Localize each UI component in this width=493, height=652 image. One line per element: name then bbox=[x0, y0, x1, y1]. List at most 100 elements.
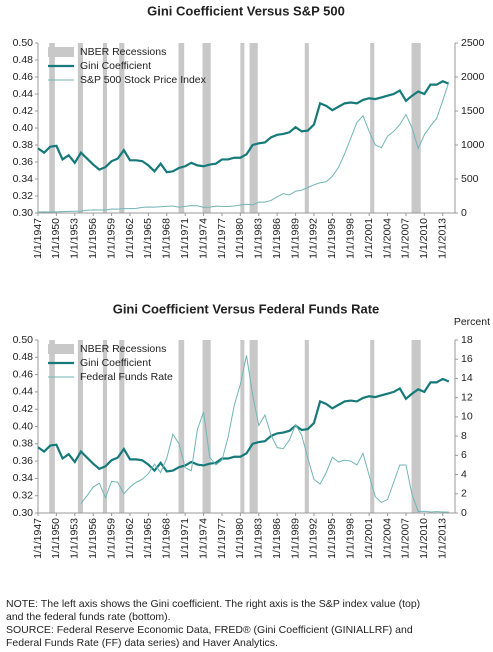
x-tick-label: 1/1/1974 bbox=[197, 518, 209, 559]
note-line: SOURCE: Federal Reserve Economic Data, F… bbox=[6, 624, 413, 636]
y2-tick-label: 500 bbox=[461, 173, 479, 185]
y2-tick-label: 14 bbox=[461, 372, 473, 384]
x-tick-label: 1/1/1965 bbox=[142, 518, 154, 559]
chart-title: Gini Coefficient Versus S&P 500 bbox=[147, 3, 345, 18]
x-tick-label: 1/1/2004 bbox=[381, 518, 393, 559]
x-tick-label: 1/1/2013 bbox=[437, 518, 449, 559]
y2-tick-label: 1000 bbox=[461, 139, 485, 151]
y2-tick-label: 4 bbox=[461, 468, 467, 480]
x-tick-label: 1/1/1965 bbox=[142, 218, 154, 259]
x-tick-label: 1/1/2013 bbox=[437, 218, 449, 259]
x-tick-label: 1/1/1992 bbox=[308, 218, 320, 259]
x-tick-label: 1/1/1953 bbox=[69, 518, 81, 559]
x-tick-label: 1/1/1992 bbox=[308, 518, 320, 559]
x-tick-label: 1/1/1956 bbox=[87, 518, 99, 559]
series-line bbox=[37, 81, 450, 213]
x-tick-label: 1/1/1995 bbox=[326, 218, 338, 259]
recession-band bbox=[202, 43, 211, 213]
y-tick-label: 0.32 bbox=[13, 190, 34, 202]
legend-label: Federal Funds Rate bbox=[80, 371, 173, 383]
x-tick-label: 1/1/1998 bbox=[345, 218, 357, 259]
x-tick-label: 1/1/1962 bbox=[124, 218, 136, 259]
recession-band bbox=[304, 340, 309, 513]
y2-tick-label: 10 bbox=[461, 411, 473, 423]
legend-swatch bbox=[48, 47, 74, 57]
y-tick-label: 0.30 bbox=[13, 507, 34, 519]
x-tick-label: 1/1/2010 bbox=[418, 518, 430, 559]
note-line: NOTE: The left axis shows the Gini coeff… bbox=[6, 598, 420, 610]
x-tick-label: 1/1/1983 bbox=[253, 518, 265, 559]
recession-band bbox=[119, 43, 125, 213]
recession-band bbox=[102, 340, 107, 513]
x-tick-label: 1/1/1995 bbox=[326, 518, 338, 559]
y-tick-label: 0.40 bbox=[13, 420, 34, 432]
x-tick-label: 1/1/2010 bbox=[418, 218, 430, 259]
recession-band bbox=[370, 43, 375, 213]
x-tick-label: 1/1/2001 bbox=[363, 218, 375, 259]
y2-axis-label: Percent bbox=[454, 316, 490, 328]
x-tick-label: 1/1/1971 bbox=[179, 218, 191, 259]
y-tick-label: 0.40 bbox=[13, 122, 34, 134]
y2-tick-label: 12 bbox=[461, 391, 473, 403]
x-tick-label: 1/1/1968 bbox=[161, 518, 173, 559]
x-tick-label: 1/1/1989 bbox=[289, 218, 301, 259]
y-tick-label: 0.30 bbox=[13, 207, 34, 219]
y2-tick-label: 2 bbox=[461, 488, 467, 500]
x-tick-label: 1/1/1947 bbox=[32, 518, 44, 559]
x-tick-label: 1/1/1974 bbox=[197, 218, 209, 259]
series-line bbox=[37, 377, 450, 473]
x-tick-label: 1/1/2007 bbox=[400, 218, 412, 259]
recession-band bbox=[119, 340, 125, 513]
recession-band bbox=[240, 43, 245, 213]
recession-band bbox=[249, 340, 258, 513]
recession-band bbox=[370, 340, 375, 513]
x-tick-label: 1/1/1977 bbox=[216, 218, 228, 259]
series-line bbox=[80, 355, 449, 513]
y2-tick-label: 16 bbox=[461, 353, 473, 365]
x-tick-label: 1/1/1971 bbox=[179, 518, 191, 559]
legend-swatch bbox=[48, 344, 74, 354]
y2-tick-label: 0 bbox=[461, 207, 467, 219]
y2-tick-label: 1500 bbox=[461, 105, 485, 117]
x-tick-label: 1/1/1980 bbox=[234, 218, 246, 259]
y-tick-label: 0.50 bbox=[13, 37, 34, 49]
recession-band bbox=[411, 340, 421, 513]
x-tick-label: 1/1/1986 bbox=[271, 518, 283, 559]
x-tick-label: 1/1/2007 bbox=[400, 518, 412, 559]
x-tick-label: 1/1/1956 bbox=[87, 218, 99, 259]
recession-band bbox=[304, 43, 309, 213]
x-tick-label: 1/1/1983 bbox=[253, 218, 265, 259]
y-tick-label: 0.48 bbox=[13, 351, 34, 363]
y-tick-label: 0.44 bbox=[13, 386, 34, 398]
y-tick-label: 0.32 bbox=[13, 489, 34, 501]
x-tick-label: 1/1/1953 bbox=[69, 218, 81, 259]
x-tick-label: 1/1/1962 bbox=[124, 518, 136, 559]
y-tick-label: 0.36 bbox=[13, 156, 34, 168]
legend-label: NBER Recessions bbox=[80, 46, 166, 58]
chart-title: Gini Coefficient Versus Federal Funds Ra… bbox=[113, 301, 380, 316]
y-tick-label: 0.34 bbox=[13, 472, 34, 484]
legend-label: Gini Coefficient bbox=[80, 60, 151, 72]
x-tick-label: 1/1/1968 bbox=[161, 218, 173, 259]
legend-label: NBER Recessions bbox=[80, 343, 166, 355]
x-tick-label: 1/1/1950 bbox=[50, 218, 62, 259]
note-line: and the federal funds rate (bottom). bbox=[6, 611, 171, 623]
y-tick-label: 0.46 bbox=[13, 368, 34, 380]
recession-band bbox=[411, 43, 421, 213]
x-tick-label: 1/1/1980 bbox=[234, 518, 246, 559]
legend-label: Gini Coefficient bbox=[80, 357, 151, 369]
y2-tick-label: 18 bbox=[461, 334, 473, 346]
recession-band bbox=[202, 340, 211, 513]
y2-tick-label: 2000 bbox=[461, 71, 485, 83]
x-tick-label: 1/1/2001 bbox=[363, 518, 375, 559]
y2-tick-label: 8 bbox=[461, 430, 467, 442]
x-tick-label: 1/1/1947 bbox=[32, 218, 44, 259]
recession-band bbox=[77, 43, 83, 213]
recession-band bbox=[249, 43, 258, 213]
recession-band bbox=[102, 43, 107, 213]
x-tick-label: 1/1/2004 bbox=[381, 218, 393, 259]
x-tick-label: 1/1/1989 bbox=[289, 518, 301, 559]
y2-tick-label: 6 bbox=[461, 449, 467, 461]
x-tick-label: 1/1/1959 bbox=[105, 218, 117, 259]
x-tick-label: 1/1/1959 bbox=[105, 518, 117, 559]
